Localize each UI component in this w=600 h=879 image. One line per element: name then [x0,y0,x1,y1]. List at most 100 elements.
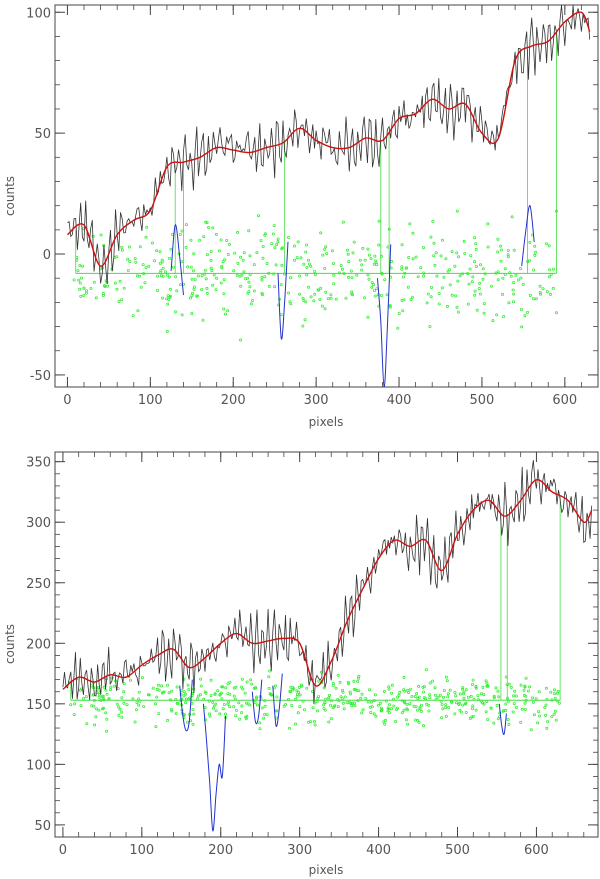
residual-point [471,714,475,718]
residual-point [192,285,196,289]
residual-point [217,249,221,253]
residual-point [311,706,315,710]
residual-point [470,715,474,719]
residual-point [489,706,493,710]
residual-point [297,292,301,296]
residual-point [196,694,200,698]
residual-point [327,720,331,724]
residual-point [404,266,408,270]
residual-point [304,300,308,304]
residual-point [519,266,523,270]
residual-point [474,264,478,268]
residual-point [234,714,238,718]
residual-point [474,708,478,712]
residual-point [169,247,173,251]
residual-point [186,265,190,269]
residual-point [347,700,351,704]
residual-point [268,669,272,673]
residual-point [180,313,184,317]
residual-point [434,251,438,255]
residual-point [196,274,200,278]
residual-point [320,304,324,308]
residual-baseline [70,496,561,701]
residual-point [105,729,109,733]
residual-point [94,296,98,300]
residual-point [200,287,204,291]
residual-point [422,685,426,689]
masked-region-line [179,679,193,732]
residual-point [541,287,545,291]
residual-point [154,725,158,729]
residual-point [316,695,320,699]
residual-point [330,249,334,253]
masked-regions [179,673,507,832]
residual-point [511,288,515,292]
residual-point [182,690,186,694]
residual-point [184,692,188,696]
residual-point [201,318,205,322]
residual-point [299,256,303,260]
residual-point [496,250,500,254]
residual-point [405,707,409,711]
residual-point [519,683,523,687]
residual-point [191,722,195,726]
residual-point [244,717,248,721]
residual-point [508,271,512,275]
x-tick-label: 600 [524,843,549,858]
residual-point [115,287,119,291]
residual-point [450,250,454,254]
residual-point [299,683,303,687]
residual-point [208,714,212,718]
residual-point [82,293,86,297]
residual-point [122,690,126,694]
residual-point [398,690,402,694]
residual-point [321,253,325,257]
residual-point [207,225,211,229]
residual-point [173,310,177,314]
residual-point [536,721,540,725]
residual-point [191,291,195,295]
residual-point [157,712,161,716]
residual-point [501,276,505,280]
series-group [62,460,593,832]
residual-point [256,214,260,218]
residual-point [417,684,421,688]
residual-point [396,326,400,330]
residual-point [104,688,108,692]
residual-point [156,288,160,292]
residual-point [270,693,274,697]
residual-point [395,695,399,699]
residual-point [429,235,433,239]
residual-point [259,239,263,243]
residual-point [379,293,383,297]
residual-point [445,679,449,683]
residual-point [352,688,356,692]
residual-point [332,704,336,708]
residual-point [402,298,406,302]
residual-point [374,259,378,263]
residual-point [557,701,561,705]
residual-point [432,241,436,245]
residual-point [463,251,467,255]
residual-point [339,695,343,699]
residual-point [409,297,413,301]
residual-point [387,711,391,715]
residual-point [372,288,376,292]
residual-point [225,238,229,242]
residual-point [240,711,244,715]
residual-point [260,291,264,295]
residual-point [456,255,460,259]
residual-point [72,713,76,717]
residual-point [509,274,513,278]
residual-point [473,289,477,293]
residual-point [469,694,473,698]
residual-point [481,685,485,689]
smoothed-fit-line [66,11,591,267]
residual-point [122,286,126,290]
residual-point [171,265,175,269]
residual-point [474,685,478,689]
residual-point [322,703,326,707]
residual-point [222,292,226,296]
residual-point [280,246,284,250]
residual-point [401,275,405,279]
